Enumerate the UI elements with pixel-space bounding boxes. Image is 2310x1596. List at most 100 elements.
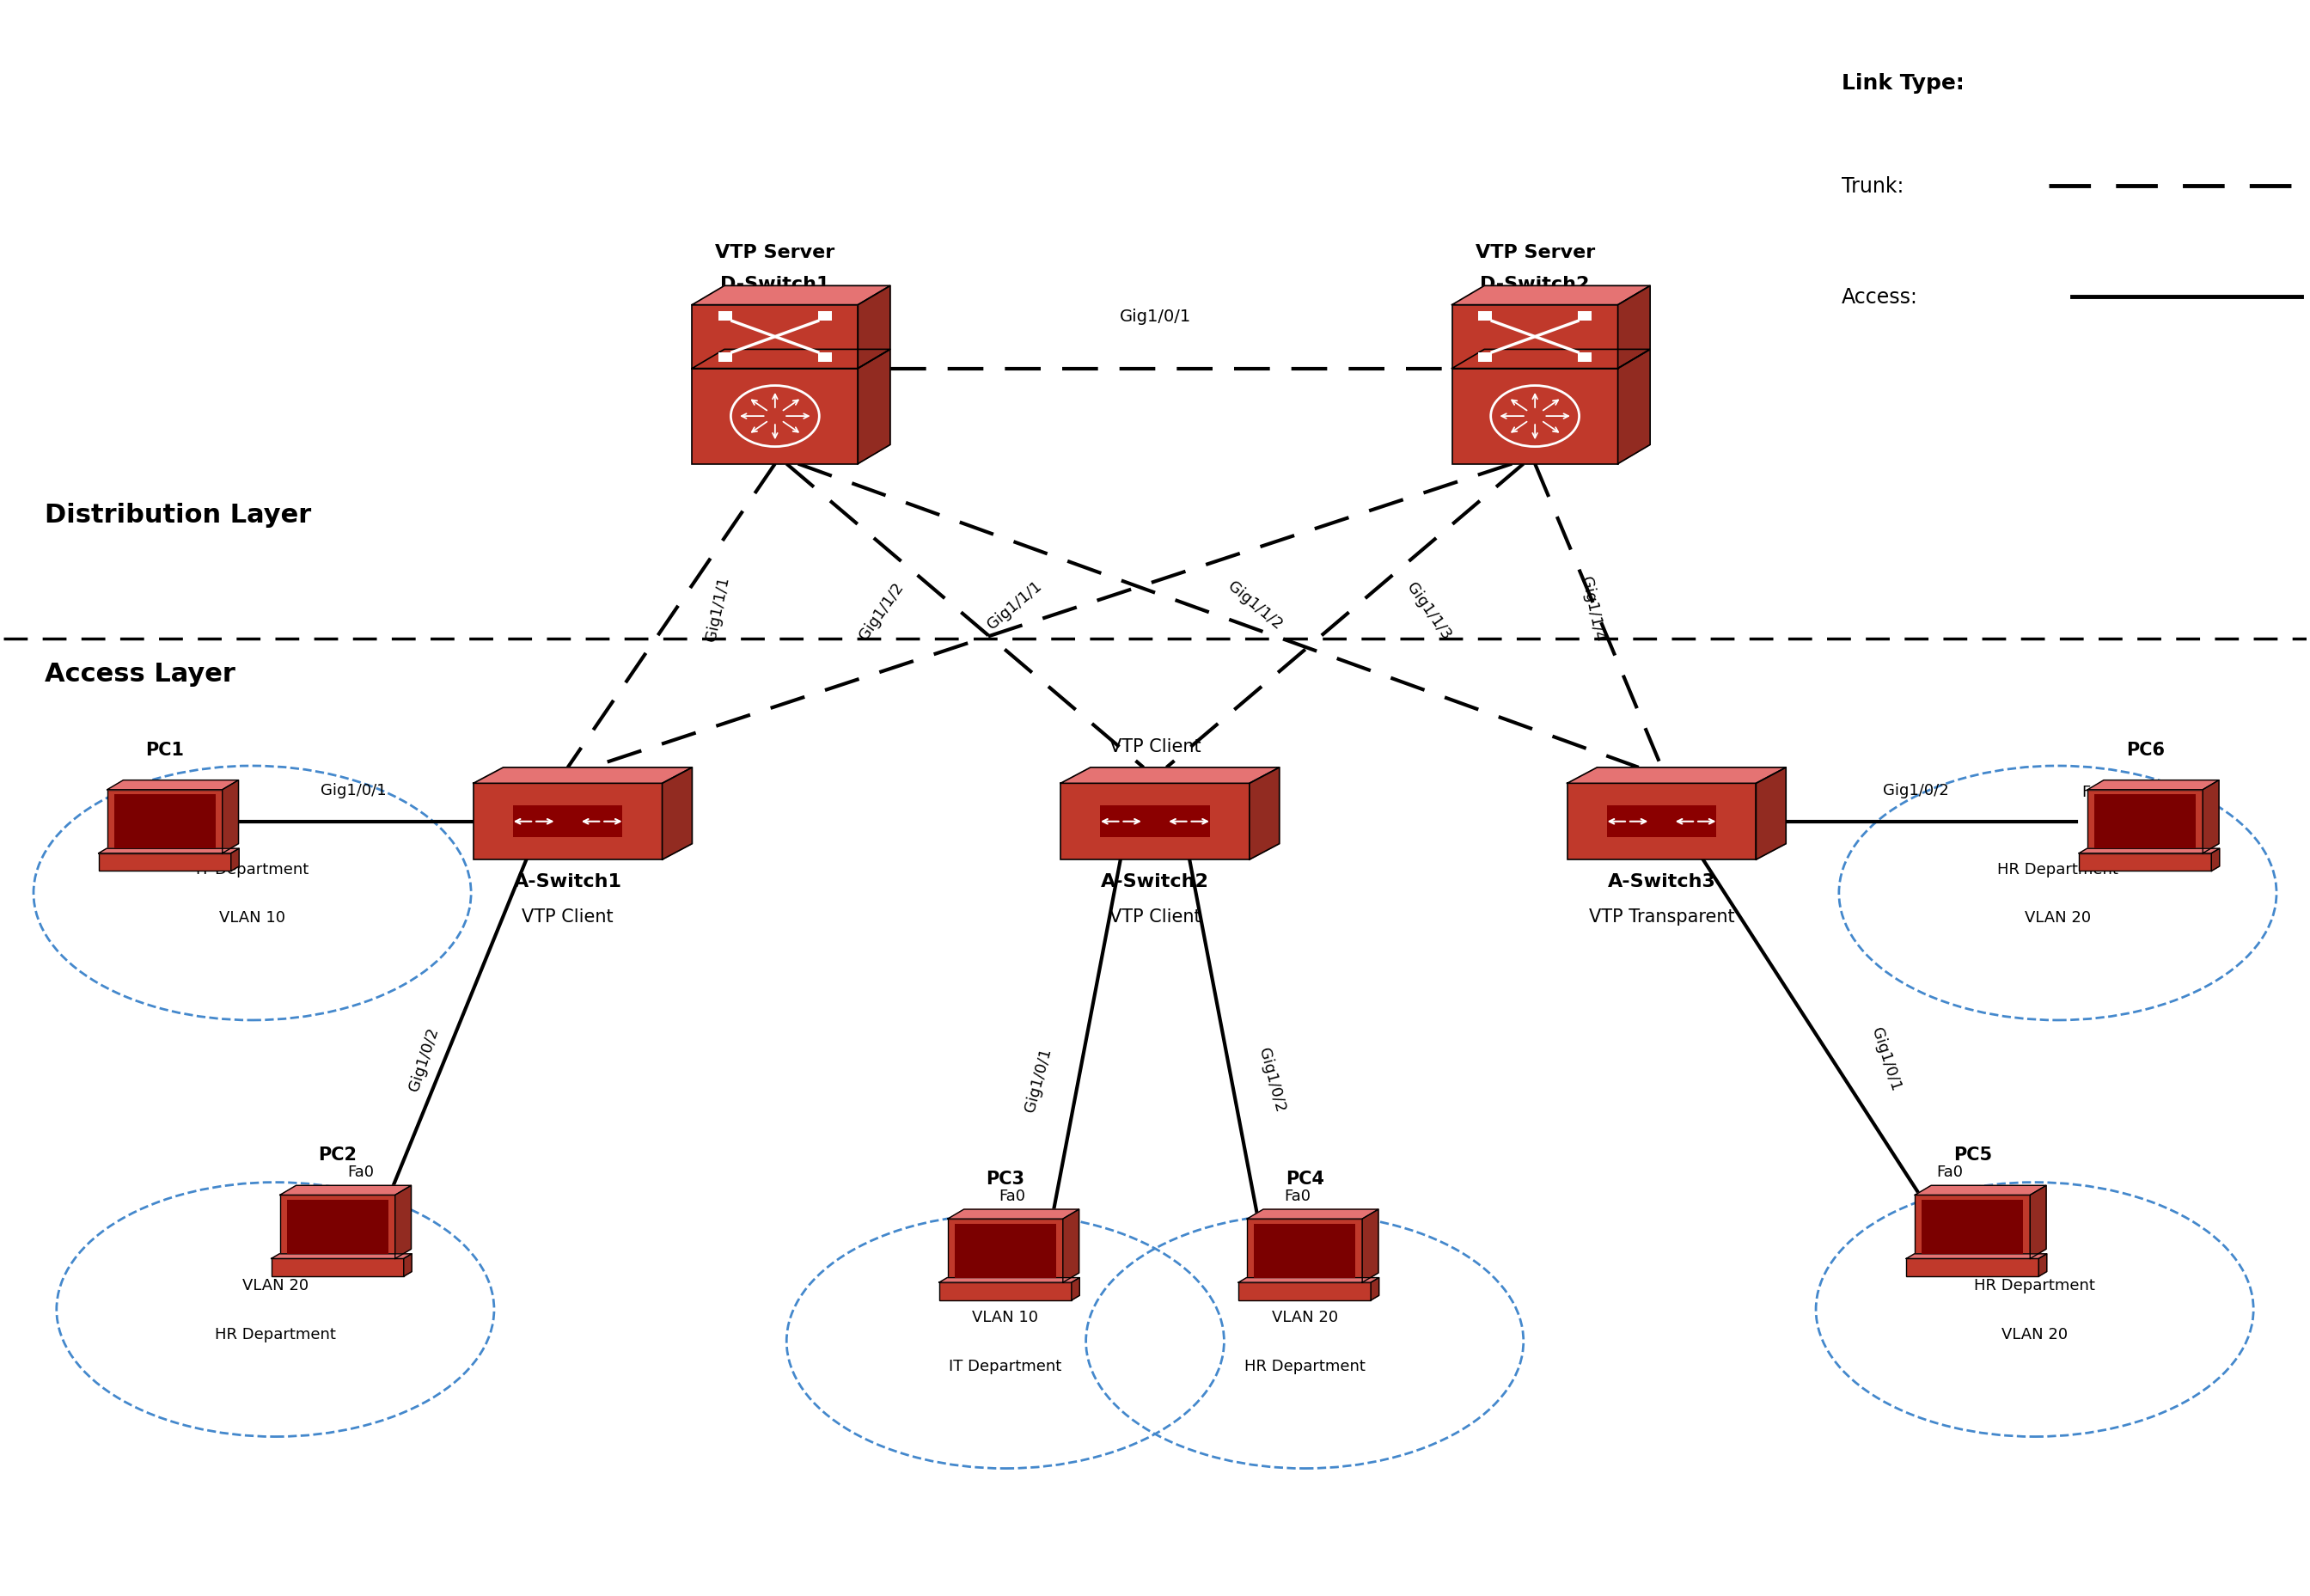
Polygon shape bbox=[1238, 1278, 1379, 1283]
Text: Gig1/0/1: Gig1/0/1 bbox=[321, 782, 386, 798]
Polygon shape bbox=[857, 350, 889, 464]
Polygon shape bbox=[1617, 350, 1649, 464]
Text: Fa0: Fa0 bbox=[2081, 784, 2109, 800]
FancyBboxPatch shape bbox=[1578, 313, 1592, 322]
Text: PC5: PC5 bbox=[1954, 1146, 1991, 1163]
FancyBboxPatch shape bbox=[1238, 1283, 1370, 1301]
Text: PC1: PC1 bbox=[146, 741, 185, 758]
Text: Gig1/1/3: Gig1/1/3 bbox=[1402, 579, 1453, 643]
Text: IT Department: IT Department bbox=[196, 862, 310, 876]
FancyBboxPatch shape bbox=[1100, 806, 1210, 838]
Text: Gig1/1/1: Gig1/1/1 bbox=[702, 575, 732, 643]
Text: D-Switch1: D-Switch1 bbox=[721, 276, 829, 292]
Polygon shape bbox=[1063, 1210, 1079, 1283]
FancyBboxPatch shape bbox=[2079, 854, 2211, 871]
FancyBboxPatch shape bbox=[1906, 1259, 2040, 1277]
Polygon shape bbox=[231, 849, 238, 871]
Text: Gig1/0/1: Gig1/0/1 bbox=[1869, 1025, 1903, 1093]
Polygon shape bbox=[1363, 1210, 1379, 1283]
Polygon shape bbox=[940, 1278, 1079, 1283]
Polygon shape bbox=[1247, 1210, 1379, 1219]
Text: VTP Client: VTP Client bbox=[522, 908, 614, 924]
Text: Fa0: Fa0 bbox=[1284, 1187, 1312, 1203]
Polygon shape bbox=[1370, 1278, 1379, 1301]
FancyBboxPatch shape bbox=[1578, 353, 1592, 362]
Text: VLAN 20: VLAN 20 bbox=[1270, 1309, 1337, 1325]
Text: VLAN 20: VLAN 20 bbox=[2000, 1326, 2067, 1342]
Text: D-Switch2: D-Switch2 bbox=[1481, 276, 1589, 292]
Text: VLAN 10: VLAN 10 bbox=[973, 1309, 1040, 1325]
Polygon shape bbox=[1453, 350, 1649, 369]
Text: Gig1/1/2: Gig1/1/2 bbox=[1224, 578, 1284, 632]
Text: Fa0: Fa0 bbox=[1936, 1163, 1963, 1179]
Text: VLAN 10: VLAN 10 bbox=[219, 910, 286, 926]
Text: Gig1/0/1: Gig1/0/1 bbox=[1023, 1045, 1053, 1112]
Polygon shape bbox=[2079, 849, 2220, 854]
Polygon shape bbox=[1566, 768, 1786, 784]
Polygon shape bbox=[2040, 1254, 2047, 1277]
Text: VTP Transparent: VTP Transparent bbox=[1589, 908, 1735, 924]
FancyBboxPatch shape bbox=[1922, 1200, 2024, 1254]
FancyBboxPatch shape bbox=[1254, 1224, 1356, 1278]
Text: A-Switch1: A-Switch1 bbox=[513, 873, 621, 891]
Polygon shape bbox=[404, 1254, 411, 1277]
Text: Access:: Access: bbox=[1841, 287, 1917, 308]
FancyBboxPatch shape bbox=[113, 795, 215, 849]
Text: Distribution Layer: Distribution Layer bbox=[44, 503, 312, 528]
FancyBboxPatch shape bbox=[1247, 1219, 1363, 1283]
Text: Fa0: Fa0 bbox=[346, 1163, 374, 1179]
Polygon shape bbox=[106, 780, 238, 790]
FancyBboxPatch shape bbox=[940, 1283, 1072, 1301]
Text: Access Layer: Access Layer bbox=[44, 662, 236, 686]
FancyBboxPatch shape bbox=[1060, 784, 1250, 860]
FancyBboxPatch shape bbox=[513, 806, 621, 838]
Text: PC2: PC2 bbox=[319, 1146, 356, 1163]
Text: VTP Client: VTP Client bbox=[1109, 737, 1201, 755]
Polygon shape bbox=[2088, 780, 2220, 790]
FancyBboxPatch shape bbox=[1478, 313, 1492, 322]
Polygon shape bbox=[1756, 768, 1786, 860]
Text: Fa0: Fa0 bbox=[201, 784, 229, 800]
Text: Gig1/1/1: Gig1/1/1 bbox=[984, 578, 1044, 632]
Text: A-Switch3: A-Switch3 bbox=[1608, 873, 1716, 891]
FancyBboxPatch shape bbox=[1453, 305, 1617, 369]
Polygon shape bbox=[663, 768, 693, 860]
Polygon shape bbox=[2211, 849, 2220, 871]
FancyBboxPatch shape bbox=[693, 369, 857, 464]
FancyBboxPatch shape bbox=[718, 353, 732, 362]
Text: HR Department: HR Department bbox=[1245, 1358, 1365, 1373]
FancyBboxPatch shape bbox=[1915, 1195, 2030, 1259]
Text: Trunk:: Trunk: bbox=[1841, 176, 1903, 196]
Polygon shape bbox=[947, 1210, 1079, 1219]
FancyBboxPatch shape bbox=[693, 305, 857, 369]
FancyBboxPatch shape bbox=[1608, 806, 1716, 838]
Polygon shape bbox=[1906, 1254, 2047, 1259]
FancyBboxPatch shape bbox=[280, 1195, 395, 1259]
FancyBboxPatch shape bbox=[1453, 369, 1617, 464]
Text: HR Department: HR Department bbox=[1998, 862, 2118, 876]
FancyBboxPatch shape bbox=[270, 1259, 404, 1277]
Text: VLAN 20: VLAN 20 bbox=[2024, 910, 2091, 926]
Text: Gig1/0/2: Gig1/0/2 bbox=[1883, 782, 1950, 798]
FancyBboxPatch shape bbox=[286, 1200, 388, 1254]
Polygon shape bbox=[395, 1186, 411, 1259]
Text: VTP Server: VTP Server bbox=[1476, 244, 1594, 262]
FancyBboxPatch shape bbox=[818, 313, 832, 322]
FancyBboxPatch shape bbox=[106, 790, 222, 854]
Polygon shape bbox=[857, 286, 889, 369]
FancyBboxPatch shape bbox=[818, 353, 832, 362]
Text: VTP Server: VTP Server bbox=[716, 244, 834, 262]
FancyBboxPatch shape bbox=[947, 1219, 1063, 1283]
Text: Gig1/0/2: Gig1/0/2 bbox=[1257, 1045, 1287, 1112]
Text: VTP Client: VTP Client bbox=[1109, 908, 1201, 924]
Polygon shape bbox=[1072, 1278, 1079, 1301]
Text: HR Department: HR Department bbox=[1975, 1278, 2095, 1293]
Text: Gig1/1/2: Gig1/1/2 bbox=[857, 579, 908, 643]
Polygon shape bbox=[2030, 1186, 2047, 1259]
Polygon shape bbox=[693, 286, 889, 305]
Polygon shape bbox=[2204, 780, 2220, 854]
FancyBboxPatch shape bbox=[99, 854, 231, 871]
Text: PC6: PC6 bbox=[2125, 741, 2164, 758]
Polygon shape bbox=[280, 1186, 411, 1195]
Text: A-Switch2: A-Switch2 bbox=[1102, 873, 1208, 891]
